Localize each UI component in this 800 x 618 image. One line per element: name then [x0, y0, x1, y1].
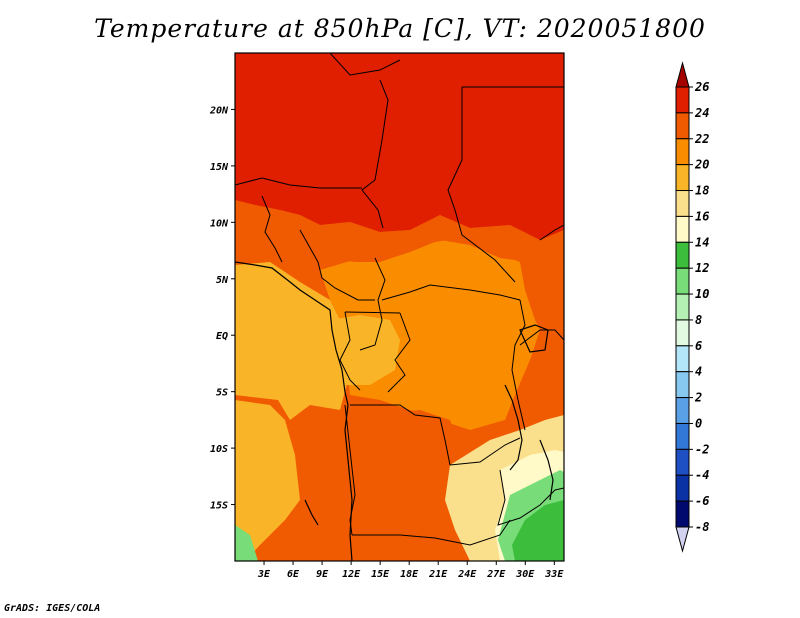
colorbar-label-2: 2: [694, 391, 702, 405]
colorbar-label--4: -4: [695, 468, 709, 482]
colorbar-box-13: [675, 422, 690, 450]
border-drc-angola: [350, 404, 451, 466]
highland-cold-core: [512, 500, 564, 561]
colorbar-label--6: -6: [695, 494, 709, 508]
y-tick-label-10N: 10N: [210, 218, 229, 229]
atlantic-coastline: [235, 261, 353, 561]
colorbar-box-3: [675, 164, 690, 192]
colorbar-box-11: [675, 371, 690, 399]
colorbar-box-8: [675, 293, 690, 321]
colorbar-box-14: [675, 448, 690, 476]
colorbar-label-8: 8: [695, 313, 702, 327]
colorbar-top-arrow: [675, 61, 690, 88]
y-tick-label-15N: 15N: [210, 162, 229, 173]
colorbar-box-0: [675, 86, 690, 114]
border-malawi-mozambique: [497, 469, 564, 526]
x-tick-label-33E: 33E: [544, 569, 564, 580]
colorbar-box-2: [675, 138, 690, 166]
colorbar-box-5: [675, 215, 690, 243]
coastlines: [235, 261, 554, 561]
colorbar-label-24: 24: [694, 106, 709, 120]
y-tick-label-15S: 15S: [210, 501, 228, 512]
y-tick-label-5S: 5S: [216, 388, 228, 399]
x-tick-label-9E: 9E: [316, 569, 329, 580]
border-car-drc: [381, 284, 521, 301]
south-atlantic-band: [235, 400, 300, 561]
y-tick-label-20N: 20N: [209, 105, 229, 116]
sahel-hot-belt: [235, 53, 564, 240]
grads-credit: GrADS: IGES/COLA: [4, 603, 101, 614]
x-tick-label-24E: 24E: [457, 569, 477, 580]
colorbar-box-10: [675, 345, 690, 373]
colorbar-box-9: [675, 319, 690, 347]
border-gabon-congo: [339, 311, 361, 391]
colorbar-label-22: 22: [694, 132, 709, 146]
y-tick-label-10S: 10S: [210, 444, 228, 455]
east-africa-warm: [520, 262, 564, 340]
angola-hot-spot: [365, 410, 460, 500]
x-tick-label-27E: 27E: [486, 569, 506, 580]
colorbar-label-4: 4: [695, 365, 702, 379]
southwest-coast-fragment: [304, 499, 319, 526]
colorbar-label-18: 18: [695, 184, 709, 198]
x-tick-label-6E: 6E: [287, 569, 300, 580]
border-equatorial-guinea-gabon: [344, 311, 401, 314]
colorbar-box-16: [675, 500, 690, 528]
colorbar-box-7: [675, 267, 690, 295]
colorbar-label-16: 16: [695, 209, 709, 223]
border-benin-nigeria: [261, 195, 283, 263]
colorbar-label--2: -2: [695, 442, 709, 456]
y-axis: 20N 15N 10N 5N EQ 5S 10S 15S: [209, 105, 235, 512]
x-tick-label-21E: 21E: [428, 569, 448, 580]
border-zambia-tanzania: [449, 437, 521, 466]
colorbar-label-10: 10: [695, 287, 709, 301]
x-tick-label-12E: 12E: [342, 569, 361, 580]
colorbar-label-12: 12: [695, 261, 709, 275]
colorbar-box-15: [675, 474, 690, 502]
x-axis: 3E 6E 9E 12E 15E 18E 21E 24E 27E 30E 33E: [257, 561, 564, 580]
y-tick-label-5N: 5N: [216, 275, 229, 286]
colorbar-label-20: 20: [694, 158, 709, 172]
atlantic-warm-band: [235, 262, 348, 420]
chart-title: Temperature at 850hPa [C], VT: 202005180…: [94, 14, 706, 43]
border-niger-nigeria: [235, 177, 362, 189]
x-tick-label-15E: 15E: [371, 569, 390, 580]
north-transition-band: [235, 200, 564, 265]
colorbar-label--8: -8: [695, 520, 709, 534]
border-angola-namibia: [352, 519, 511, 546]
border-congo-drc: [387, 312, 411, 393]
colorbar-label-0: 0: [695, 416, 702, 430]
colorbar-box-4: [675, 190, 690, 217]
y-tick-label-EQ: EQ: [216, 331, 228, 342]
colorbar-box-6: [675, 241, 690, 269]
border-ethiopia: [539, 224, 564, 241]
lake-tanganyika: [504, 384, 523, 471]
colorbar-box-12: [675, 397, 690, 424]
border-chad-sudan: [447, 87, 516, 283]
colorbar-label-14: 14: [695, 235, 709, 249]
temperature-field: [235, 53, 564, 561]
border-drc-east: [511, 299, 526, 431]
congo-light-patch: [330, 315, 400, 385]
lake-malawi: [539, 439, 554, 501]
border-algeria-niger: [329, 53, 401, 76]
x-tick-label-18E: 18E: [400, 569, 419, 580]
map-frame: [234, 52, 565, 562]
border-cameroon-car: [359, 257, 386, 351]
colorbar-label-26: 26: [694, 80, 709, 94]
lake-victoria: [519, 324, 549, 353]
border-niger-chad: [361, 79, 389, 229]
southwest-cool-corner: [235, 525, 258, 561]
border-nigeria-cameroon: [299, 229, 375, 301]
x-tick-label-3E: 3E: [257, 569, 271, 580]
x-tick-label-30E: 30E: [515, 569, 535, 580]
colorbar-label-6: 6: [695, 339, 702, 353]
colorbar-bottom-arrow: [675, 526, 690, 553]
colorbar-box-1: [675, 112, 690, 140]
